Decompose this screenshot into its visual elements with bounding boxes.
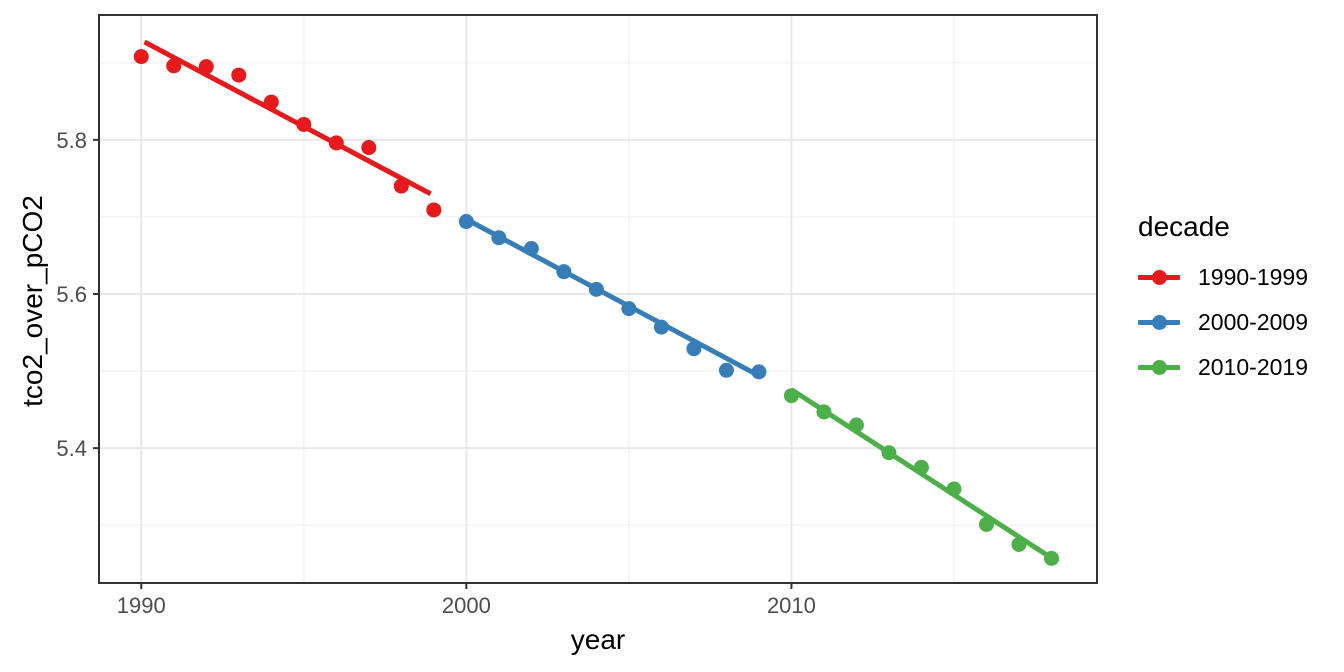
data-point-1990-1999-1998 — [393, 178, 409, 194]
data-point-2010-2019-2015 — [946, 481, 962, 497]
y-tick-label: 5.8 — [56, 128, 87, 153]
data-point-2000-2009-2009 — [751, 364, 767, 380]
data-point-2000-2009-2005 — [621, 301, 637, 317]
legend-title: decade — [1138, 211, 1230, 242]
trend-line-1990-1999 — [143, 39, 432, 197]
data-point-1990-1999-1992 — [198, 59, 214, 75]
data-point-1990-1999-1990 — [133, 49, 149, 65]
legend-key-line-dot-icon — [1138, 307, 1180, 337]
x-tick-label: 1990 — [117, 593, 166, 618]
data-point-2010-2019-2017 — [1011, 536, 1027, 552]
legend: decade 1990-1999 2000-2009 2010-2019 — [1138, 211, 1308, 397]
x-tick-label: 2010 — [767, 593, 816, 618]
legend-item-1990-1999: 1990-1999 — [1138, 262, 1308, 292]
x-tick-label: 2000 — [442, 593, 491, 618]
data-point-1990-1999-1991 — [166, 58, 182, 74]
data-point-2000-2009-2000 — [458, 214, 474, 230]
legend-item-2010-2019: 2010-2019 — [1138, 352, 1308, 382]
legend-item-label: 2000-2009 — [1198, 308, 1308, 335]
y-axis-title: tco2_over_pCO2 — [17, 195, 48, 407]
data-point-2000-2009-2007 — [686, 341, 702, 357]
y-tick-label: 5.4 — [56, 436, 87, 461]
data-point-2000-2009-2002 — [523, 241, 539, 257]
panel-border — [98, 14, 1098, 584]
data-point-2010-2019-2011 — [816, 404, 832, 420]
data-point-2000-2009-2006 — [653, 319, 669, 335]
y-tick-label: 5.6 — [56, 282, 87, 307]
data-point-2010-2019-2016 — [978, 516, 994, 532]
legend-key-line-dot-icon — [1138, 352, 1180, 382]
data-point-1990-1999-1995 — [296, 116, 312, 132]
data-point-2000-2009-2003 — [556, 264, 572, 280]
data-point-2010-2019-2012 — [848, 417, 864, 433]
data-point-2010-2019-2013 — [881, 445, 897, 461]
data-point-1990-1999-1997 — [361, 140, 377, 156]
data-point-2010-2019-2014 — [913, 459, 929, 475]
x-axis-title: year — [570, 624, 626, 655]
data-point-1990-1999-1993 — [231, 67, 247, 83]
legend-item-label: 2010-2019 — [1198, 353, 1308, 380]
legend-item-label: 1990-1999 — [1198, 263, 1308, 290]
data-point-1990-1999-1994 — [263, 94, 279, 110]
legend-item-2000-2009: 2000-2009 — [1138, 307, 1308, 337]
data-point-1990-1999-1999 — [426, 202, 442, 218]
data-point-1990-1999-1996 — [328, 135, 344, 151]
data-point-2000-2009-2004 — [588, 281, 604, 297]
trend-line-2000-2009 — [465, 217, 761, 378]
data-point-2000-2009-2001 — [491, 230, 507, 246]
data-point-2010-2019-2018 — [1043, 550, 1059, 566]
trend-line-2010-2019 — [790, 387, 1060, 565]
legend-key-line-dot-icon — [1138, 262, 1180, 292]
data-point-2000-2009-2008 — [718, 362, 734, 378]
panel-background — [99, 15, 1097, 583]
data-point-2010-2019-2010 — [783, 388, 799, 404]
